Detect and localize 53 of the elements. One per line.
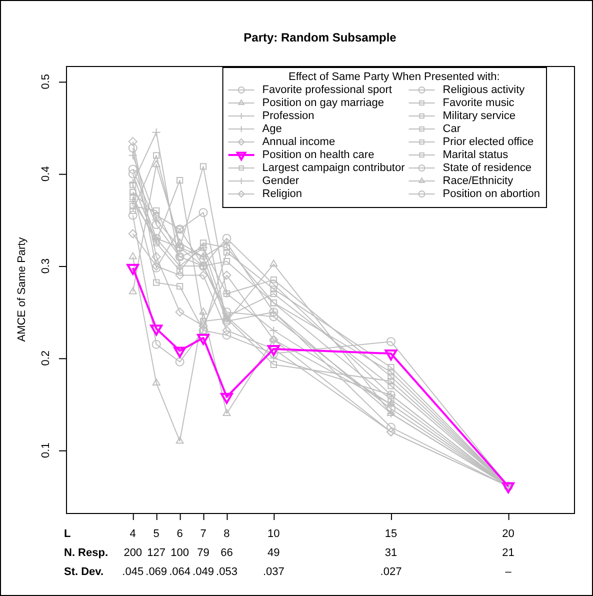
y-tick-label: 0.5 <box>40 74 52 90</box>
text: 66 <box>220 547 233 560</box>
legend-label: Religious activity <box>442 84 526 96</box>
text: .053 <box>216 566 238 578</box>
legend-label: Military service <box>442 110 516 122</box>
text: St. Dev. <box>64 566 104 578</box>
legend-label: Age <box>262 123 282 136</box>
x-axis-title: L <box>64 528 71 540</box>
text: .037 <box>262 566 284 578</box>
legend-label: Favorite professional sport <box>262 84 392 96</box>
x-tick-label: 20 <box>502 528 514 540</box>
legend-label: Profession <box>262 110 314 122</box>
x-tick-label: 10 <box>268 528 280 540</box>
text: .045 <box>122 566 144 578</box>
x-tick-label: 4 <box>130 528 136 540</box>
legend-label: Race/Ethnicity <box>442 175 514 188</box>
x-tick-label: 6 <box>176 528 183 540</box>
text: 49 <box>268 547 280 560</box>
legend-label: Position on health care <box>262 149 374 162</box>
legend-title: Effect of Same Party When Presented with: <box>288 71 500 84</box>
legend-label: Annual income <box>262 136 336 148</box>
legend-label: Religion <box>262 188 302 200</box>
y-tick-label: 0.3 <box>40 258 52 274</box>
text: 79 <box>197 547 210 560</box>
y-axis-title: AMCE of Same Party <box>16 236 28 342</box>
y-tick-label: 0.1 <box>40 442 52 458</box>
text: 200 <box>124 547 142 560</box>
legend-label: Gender <box>262 175 300 188</box>
text: .049 <box>192 566 214 578</box>
x-tick-label: 8 <box>224 528 230 540</box>
x-tick-label: 7 <box>200 528 206 540</box>
x-tick-label: 15 <box>384 528 398 540</box>
text: 31 <box>384 547 398 560</box>
legend-label: Position on gay marriage <box>262 97 384 110</box>
text: 100 <box>170 547 189 560</box>
text: .064 <box>169 566 191 578</box>
text: – <box>505 566 512 578</box>
legend-label: Car <box>442 123 461 136</box>
text: 127 <box>147 547 166 560</box>
text: .027 <box>380 566 402 578</box>
legend-label: Largest campaign contributor <box>262 162 406 174</box>
y-tick-label: 0.4 <box>40 166 52 182</box>
text: 21 <box>502 547 514 560</box>
legend-label: Position on abortion <box>442 188 540 200</box>
text: N. Resp. <box>64 547 108 560</box>
legend-label: State of residence <box>442 162 532 174</box>
legend-label: Prior elected office <box>442 136 534 148</box>
legend-label: Marital status <box>442 149 509 162</box>
chart-title: Party: Random Subsample <box>244 30 397 44</box>
legend-label: Favorite music <box>442 97 515 110</box>
x-tick-label: 5 <box>153 528 160 540</box>
y-tick-label: 0.2 <box>40 350 52 366</box>
text: .069 <box>146 566 168 578</box>
